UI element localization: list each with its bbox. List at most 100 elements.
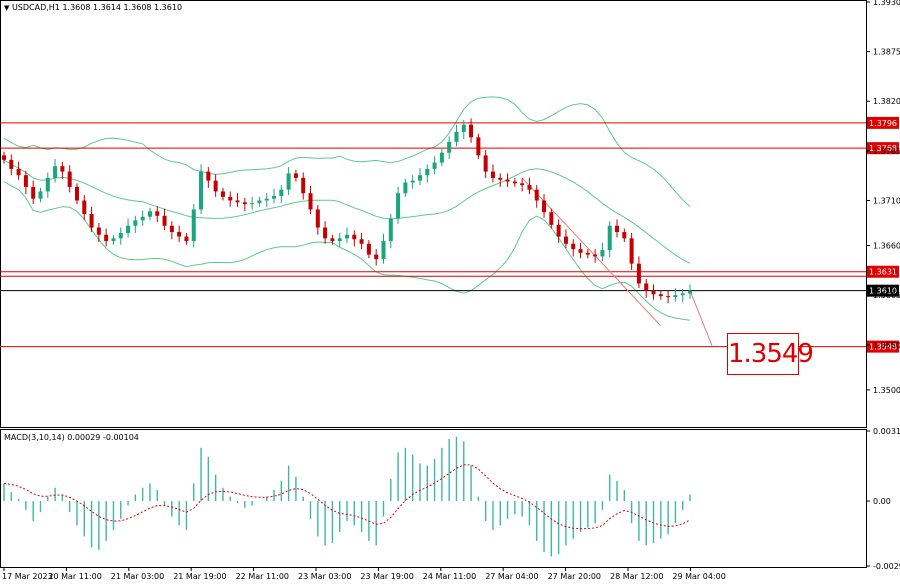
candle-body (673, 295, 678, 297)
candle-body (293, 173, 298, 178)
candle-body (1, 155, 7, 160)
candle-body (126, 225, 131, 233)
candle-body (323, 227, 328, 239)
macd-tick-label: 0.00 (873, 497, 891, 506)
candle-body (31, 186, 36, 199)
candle-body (16, 168, 21, 176)
candle-body (169, 225, 174, 233)
macd-info-text: MACD(3,10,14) 0.00029 -0.00104 (4, 433, 139, 442)
target-price-label: 1.3549 (727, 333, 814, 375)
candle-body (199, 171, 204, 210)
candle-body (556, 224, 561, 237)
candle-body (184, 236, 189, 242)
macd-histogram (3, 436, 691, 557)
level-tag (867, 116, 899, 129)
candle-body (680, 293, 685, 296)
time-tick-label: 29 Mar 04:00 (672, 572, 725, 581)
time-tick-label: 28 Mar 12:00 (610, 572, 663, 581)
candle-body (315, 209, 320, 228)
macd-signal (3, 464, 691, 530)
macd-pane-frame (0, 429, 867, 568)
bollinger-lower (3, 181, 691, 321)
price-tick-label: 1.3500 (873, 386, 900, 395)
candle-body (352, 234, 357, 240)
candle-body (264, 198, 269, 201)
candle-body (585, 252, 590, 255)
candle-body (396, 193, 401, 219)
level-tag-label: 1.3768 (869, 144, 897, 153)
candle-body (658, 294, 663, 297)
candle-body (23, 175, 28, 187)
candle-body (38, 191, 43, 199)
dropdown-triangle-icon[interactable]: ▼ (4, 4, 10, 12)
candle-body (118, 232, 123, 239)
time-tick-label: 27 Mar 04:00 (485, 572, 538, 581)
candle-body (228, 196, 233, 201)
level-tag-label: 1.3796 (869, 119, 897, 128)
candle-body (600, 250, 605, 257)
price-tick-label: 1.3875 (873, 48, 900, 57)
candle-body (301, 177, 306, 194)
price-tick-label: 1.3660 (873, 242, 900, 251)
candle-body (388, 218, 393, 242)
candle-body (432, 162, 437, 169)
time-tick-label: 17 Mar 2023 (2, 572, 53, 581)
time-tick-label: 21 Mar 19:00 (173, 572, 226, 581)
candle-body (330, 238, 335, 242)
time-tick-label: 20 Mar 11:00 (48, 572, 101, 581)
candle-body (578, 249, 583, 253)
candle-body (9, 159, 14, 169)
candle-body (563, 236, 568, 244)
candle-body (527, 185, 532, 190)
candle-body (53, 166, 58, 178)
macd-signal-line (3, 464, 691, 530)
trend-line (521, 177, 662, 327)
level-tag (867, 265, 899, 278)
candle-body (191, 209, 196, 242)
candle-body (490, 171, 495, 178)
price-tick-label: 1.3930 (873, 0, 900, 7)
candle-body (89, 214, 94, 228)
candle-body (344, 234, 350, 239)
target-price-text: 1.3549 (728, 339, 814, 369)
candle-body (155, 211, 160, 216)
bollinger-upper (3, 96, 691, 208)
time-tick-label: 23 Mar 03:00 (298, 572, 351, 581)
candle-body (177, 232, 182, 237)
candle-body (96, 227, 101, 235)
time-tick-label: 22 Mar 11:00 (236, 572, 289, 581)
candle-body (279, 189, 284, 196)
price-tick-label: 1.3550 (873, 341, 900, 350)
price-tick-label: 1.3605 (873, 291, 900, 300)
candle-body (140, 216, 145, 221)
bollinger-middle (3, 159, 691, 264)
candle-body (636, 263, 641, 284)
candle-body (220, 191, 225, 197)
candle-body (439, 152, 444, 163)
candle-body (206, 171, 211, 181)
bollinger-bands (3, 96, 691, 321)
candle-body (549, 212, 554, 225)
candle-body (520, 183, 525, 186)
candle-body (374, 254, 379, 260)
candle-body (417, 175, 422, 181)
candle-body (410, 180, 415, 183)
candle-body (593, 254, 598, 257)
candle-body (359, 239, 364, 244)
candle-body (74, 186, 79, 201)
candle-body (512, 181, 517, 184)
candle-body (651, 290, 656, 295)
horizontal-levels: 1.3796 1.3768 1.3631 1.3610 1.3548 (0, 116, 899, 353)
macd-tick-label: -0.00293 (873, 562, 900, 571)
candle-body (67, 171, 72, 187)
candle-body (257, 200, 262, 204)
candle-body (337, 238, 342, 242)
candle-body (534, 189, 539, 201)
candle-body (425, 168, 430, 176)
candles (1, 118, 693, 304)
price-axis: 1.3930 1.3875 1.3820 1.3765 1.3710 1.3660 1.36… (866, 0, 900, 395)
candle-body (111, 238, 116, 242)
candle-body (542, 200, 547, 213)
